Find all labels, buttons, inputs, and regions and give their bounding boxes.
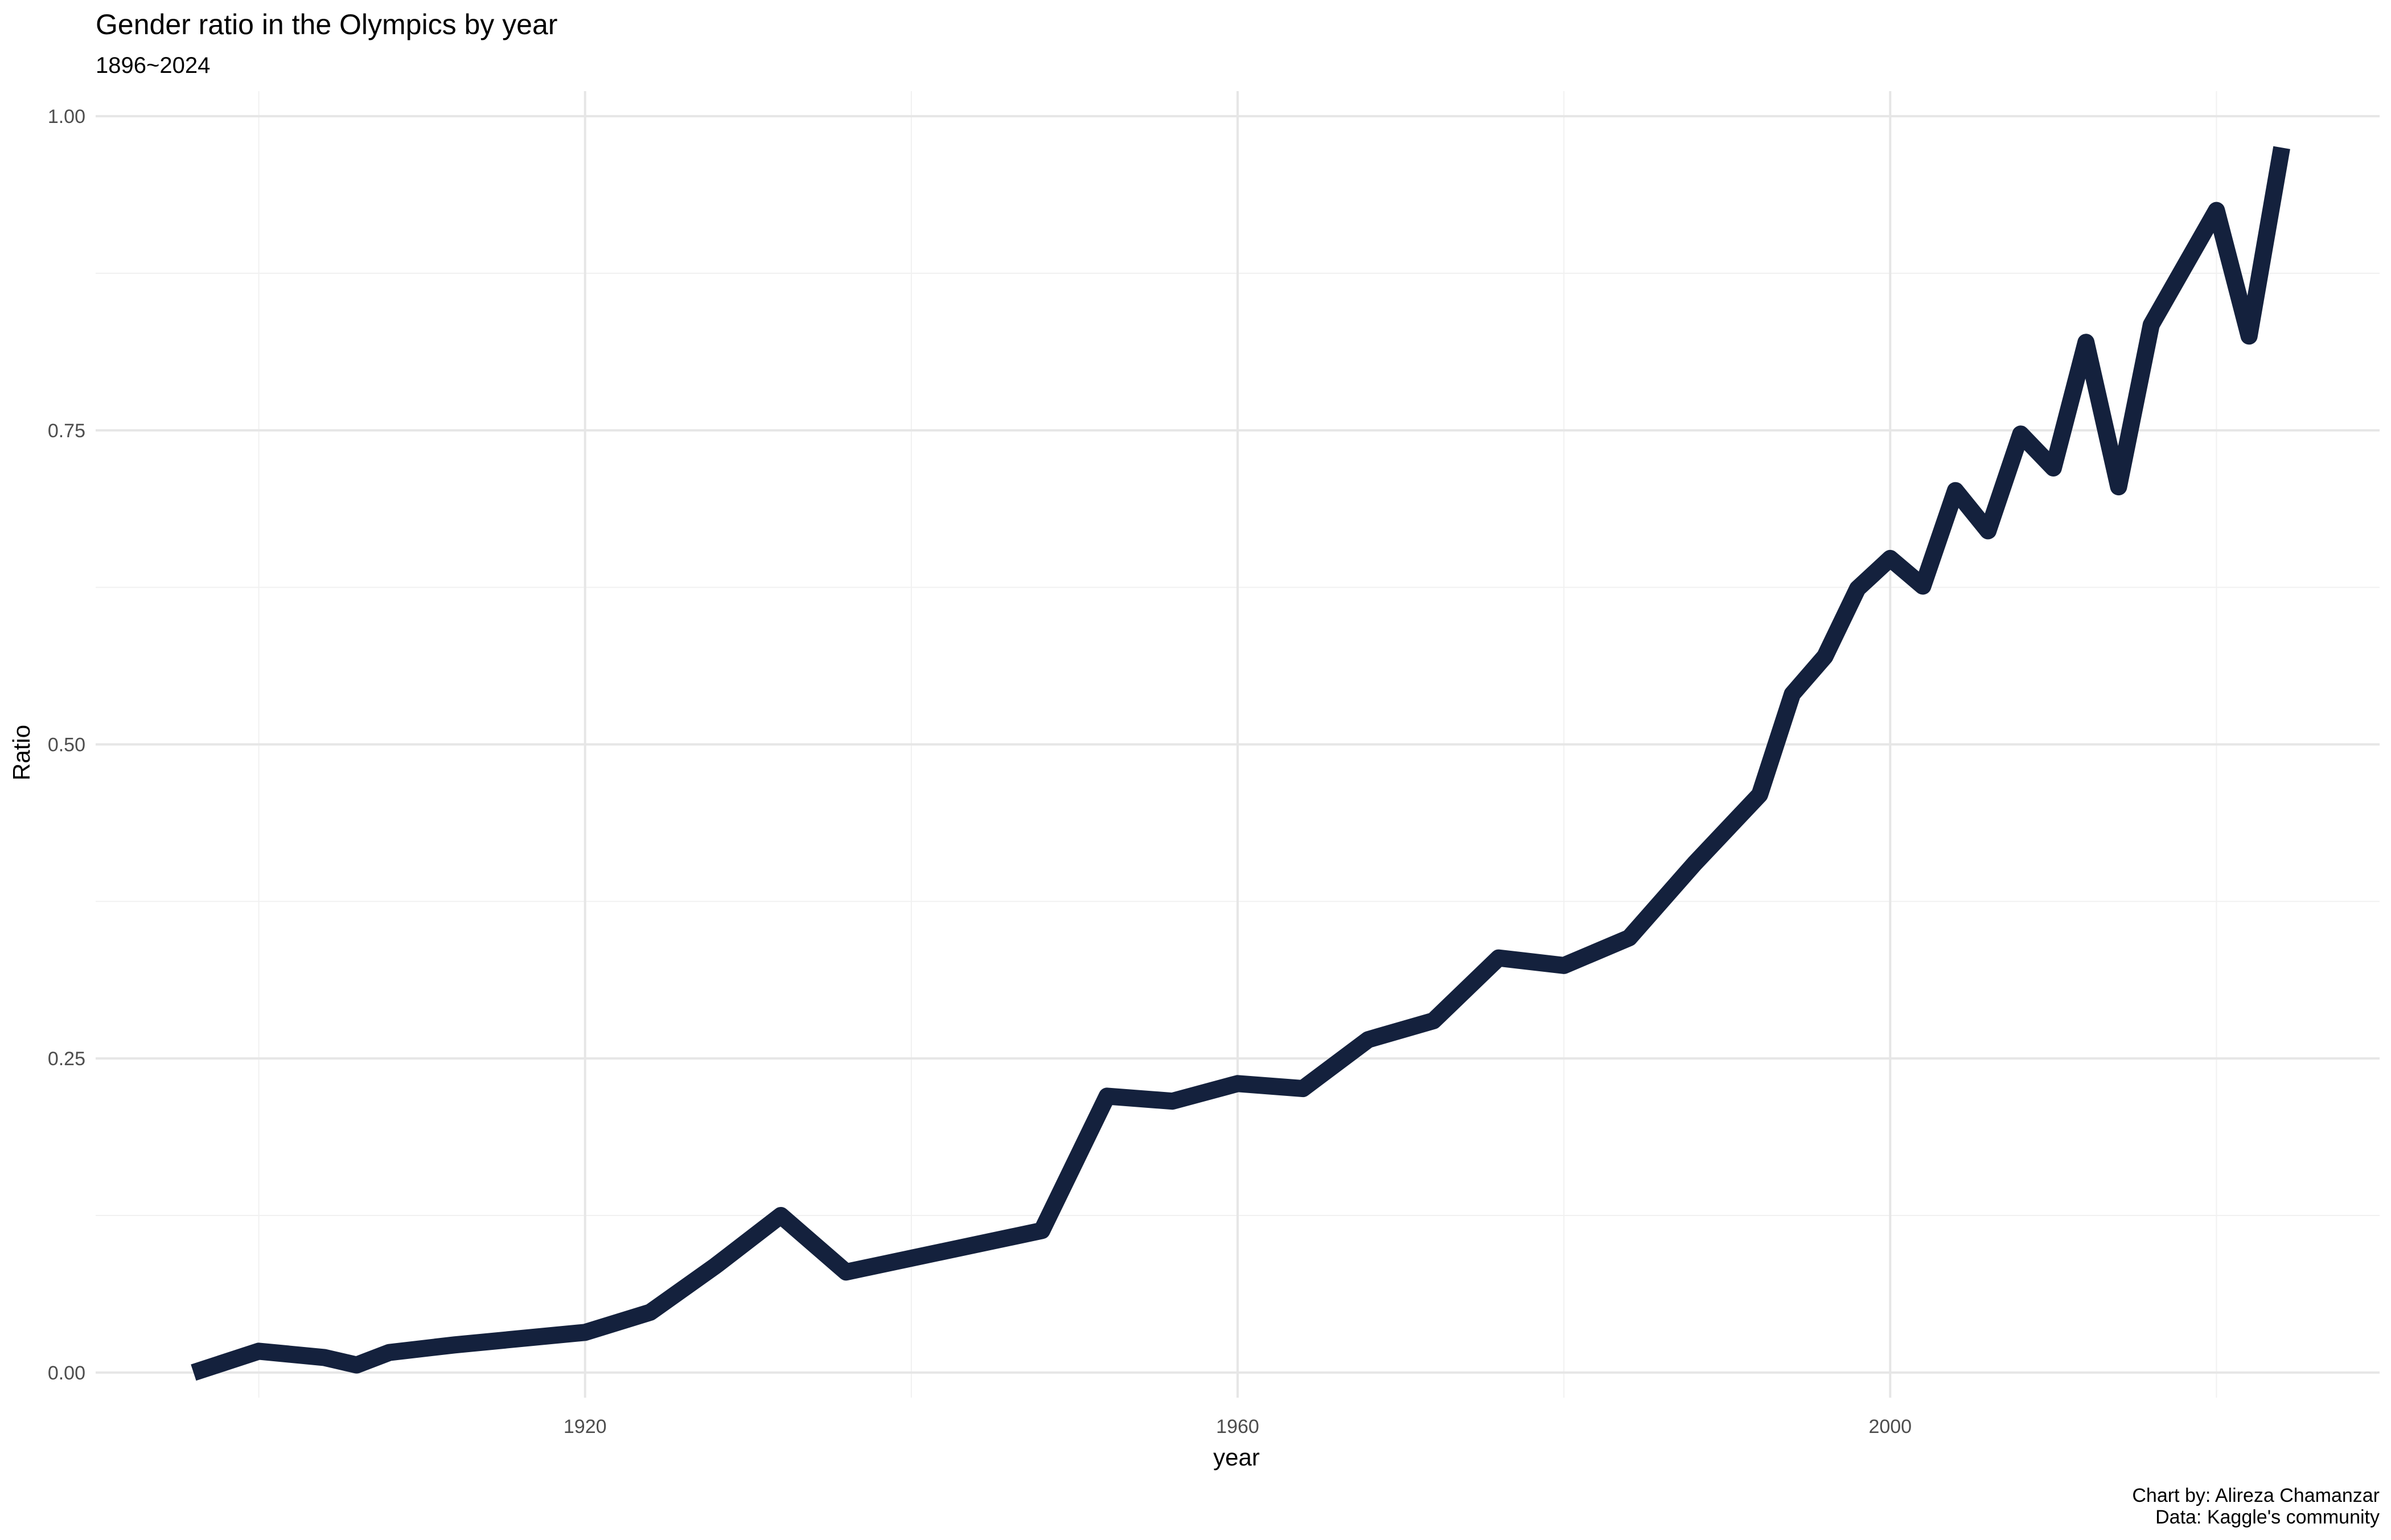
data-point [1628,937,1630,939]
data-point [2020,433,2022,435]
data-point [2281,146,2283,149]
gender-ratio-line [191,146,2290,1381]
data-point [1922,585,1924,587]
y-tick-label: 1.00 [48,106,85,128]
data-point [1987,529,1989,532]
x-tick-label: 1960 [1216,1416,1259,1438]
x-axis-label: year [1213,1444,1260,1471]
data-point [1432,1020,1435,1022]
data-point [1171,1100,1173,1102]
data-point [1367,1038,1369,1041]
y-tick-label: 0.75 [48,420,85,442]
grid-lines [96,91,2380,1398]
data-point [1824,655,1826,658]
data-point [192,1371,195,1374]
data-point [2150,323,2152,326]
data-point [2052,467,2055,469]
y-tick-label: 0.00 [48,1362,85,1384]
data-point [2215,210,2217,212]
y-tick-label: 0.25 [48,1048,85,1070]
y-axis-label: Ratio [8,725,35,781]
chart-title: Gender ratio in the Olympics by year [96,9,557,40]
data-point [1236,1082,1239,1085]
data-point [1693,863,1695,865]
data-point [1563,964,1565,967]
data-point [845,1271,847,1273]
data-point [584,1331,586,1333]
x-tick-label: 1920 [564,1416,607,1438]
data-point [2117,486,2119,488]
data-point [2248,335,2250,337]
data-point [1889,557,1891,560]
data-point [1856,588,1859,590]
data-point [453,1344,455,1346]
y-tick-label: 0.50 [48,734,85,756]
caption-source: Data: Kaggle's community [2155,1506,2380,1528]
data-point [356,1364,358,1366]
data-point [258,1350,260,1352]
data-point [1302,1087,1304,1090]
caption-credit: Chart by: Alireza Chamanzar [2132,1485,2380,1506]
data-point [780,1214,782,1217]
data-point [1759,794,1761,796]
data-point [323,1356,325,1358]
axis-ticks: 1920 1960 2000 0.00 0.25 0.50 0.75 1.00 [48,106,1912,1438]
data-point [714,1264,717,1267]
data-point [649,1311,651,1313]
chart-subtitle: 1896~2024 [96,53,210,78]
data-point [1791,693,1793,695]
data-point [1954,490,1957,492]
data-point [1041,1230,1043,1232]
data-point [1106,1095,1108,1097]
data-point [388,1352,391,1354]
data-point [2085,341,2087,343]
series-layer [191,146,2290,1381]
x-tick-label: 2000 [1868,1416,1912,1438]
data-point [1498,957,1500,959]
